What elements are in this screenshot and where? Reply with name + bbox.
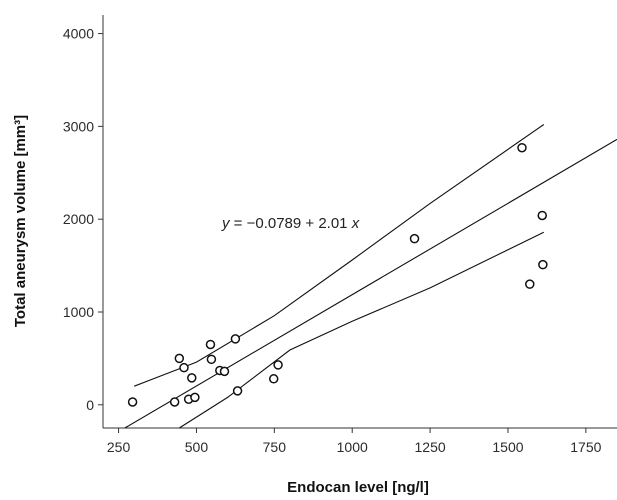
data-point bbox=[190, 392, 200, 403]
x-axis-title: Endocan level [ng/l] bbox=[287, 479, 429, 496]
series-lines-group bbox=[124, 124, 617, 429]
x-tick-label: 1750 bbox=[570, 439, 601, 455]
equation-y-part: y bbox=[221, 215, 231, 232]
y-tick-label: 4000 bbox=[63, 26, 94, 42]
data-point bbox=[206, 354, 217, 365]
tick-group: 250 500 750 1000 1250 1500 1750 0 1000 2000 3000 40… bbox=[63, 26, 602, 455]
data-point bbox=[409, 233, 420, 244]
data-point bbox=[517, 142, 527, 153]
data-point bbox=[174, 353, 185, 364]
x-tick-label: 1250 bbox=[415, 439, 446, 455]
x-tick-label: 750 bbox=[263, 439, 287, 455]
lower-confidence-band-line bbox=[179, 231, 545, 429]
y-tick-label: 0 bbox=[86, 397, 94, 413]
data-point bbox=[537, 210, 547, 221]
data-point bbox=[219, 366, 230, 377]
upper-confidence-band-line bbox=[134, 124, 545, 387]
y-tick-label: 1000 bbox=[63, 304, 94, 320]
equation-eq-part: = −0.0789 + 2.01 bbox=[234, 215, 348, 232]
equation-x-part: x bbox=[351, 215, 360, 232]
data-point bbox=[273, 360, 283, 370]
data-point bbox=[525, 279, 535, 289]
data-point bbox=[179, 362, 189, 373]
data-point bbox=[127, 397, 138, 407]
x-tick-label: 1000 bbox=[337, 439, 368, 455]
y-axis-title: Total aneurysm volume [mm³] bbox=[12, 115, 29, 327]
data-point bbox=[538, 259, 548, 270]
data-point bbox=[187, 373, 197, 383]
y-tick-label: 2000 bbox=[63, 211, 94, 227]
data-point bbox=[205, 339, 216, 350]
x-tick-label: 250 bbox=[107, 439, 131, 455]
regression-line bbox=[124, 138, 617, 429]
y-tick-label: 3000 bbox=[63, 118, 94, 134]
regression-equation: y = −0.0789 + 2.01 x bbox=[221, 215, 360, 232]
scatter-points-group bbox=[127, 142, 548, 407]
data-point bbox=[268, 374, 279, 384]
x-tick-label: 1500 bbox=[492, 439, 523, 455]
data-point bbox=[232, 386, 243, 396]
x-tick-label: 500 bbox=[185, 439, 209, 455]
data-point bbox=[169, 397, 180, 407]
axes-group bbox=[102, 15, 617, 429]
data-point bbox=[230, 334, 241, 344]
